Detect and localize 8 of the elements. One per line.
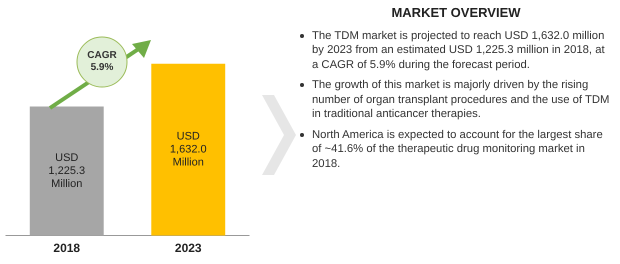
text: MARKET OVERVIEW	[390, 5, 522, 20]
text: North America is expected to account for the largest share of ~41.6% of the therapeutic drug monitoring market in 2018.	[312, 128, 603, 170]
text: The TDM market is projected to reach USD 1,632.0 million by 2023 from an estimated USD 1,225.3 million in 2018, at a CAGR of 5.9% during the forecast period.	[312, 30, 605, 70]
x-tick-label: 2023	[174, 241, 202, 256]
data-label: USD 1,632.0 Million	[170, 130, 207, 169]
x-tick-label: 2018	[53, 241, 80, 256]
data-label: USD 1,225.3 Million	[48, 152, 86, 190]
text: The growth of this market is majorly driven by the rising number of organ transplant procedures and the use of TDM in traditional anticancer therapies.	[312, 79, 610, 120]
